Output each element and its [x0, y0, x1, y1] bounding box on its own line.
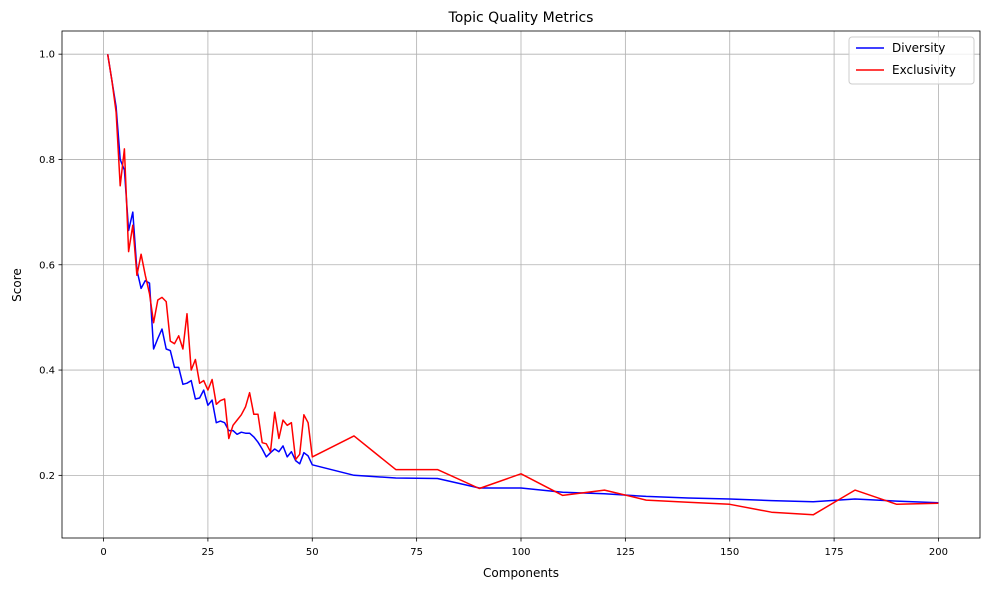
- grid: [62, 31, 980, 538]
- y-tick-label: 0.2: [39, 471, 55, 482]
- x-tick-label: 125: [616, 547, 635, 558]
- series-line-exclusivity: [106, 54, 939, 516]
- x-tick-label: 75: [410, 547, 423, 558]
- y-tick-label: 0.6: [39, 260, 55, 271]
- y-tick-label: 1.0: [39, 50, 55, 61]
- x-tick-label: 100: [511, 547, 530, 558]
- legend-label-diversity: Diversity: [892, 41, 945, 55]
- x-tick-label: 0: [100, 547, 106, 558]
- legend-label-exclusivity: Exclusivity: [892, 63, 956, 77]
- x-axis-ticks: 0 25 50 75 100 125 150 175 200: [100, 538, 948, 558]
- x-axis-label: Components: [483, 566, 559, 580]
- x-tick-label: 175: [825, 547, 844, 558]
- y-tick-label: 0.8: [39, 155, 55, 166]
- y-tick-label: 0.4: [39, 366, 55, 377]
- y-axis-label: Score: [10, 268, 24, 302]
- series-line-diversity: [106, 54, 939, 504]
- x-tick-label: 25: [202, 547, 215, 558]
- legend: Diversity Exclusivity: [848, 36, 975, 85]
- x-tick-label: 150: [720, 547, 739, 558]
- chart-title: Topic Quality Metrics: [448, 10, 594, 26]
- x-tick-label: 50: [306, 547, 319, 558]
- y-axis-ticks: 0.2 0.4 0.6 0.8 1.0: [39, 50, 62, 482]
- series-lines: [106, 54, 939, 516]
- x-tick-label: 200: [929, 547, 948, 558]
